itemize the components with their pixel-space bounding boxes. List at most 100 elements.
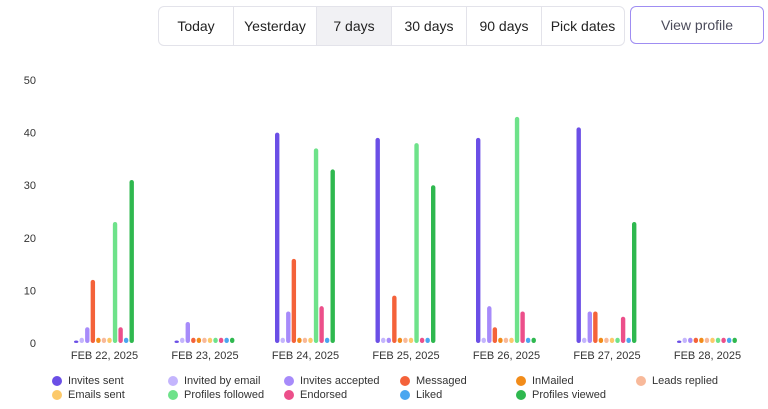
bar[interactable] [582,337,587,343]
bar[interactable] [576,127,581,343]
bar[interactable] [85,327,90,343]
y-tick-label: 20 [24,233,36,245]
legend-label: Endorsed [300,389,348,401]
bar[interactable] [403,337,408,343]
bar[interactable] [324,337,330,343]
legend-item[interactable]: Invites accepted [284,375,380,387]
bar[interactable] [180,337,185,343]
bar[interactable] [715,337,721,343]
bar[interactable] [196,337,202,343]
bar[interactable] [520,311,525,343]
bar[interactable] [291,258,297,343]
range-button-30-days[interactable]: 30 days [392,7,467,45]
bar[interactable] [431,185,436,343]
range-button-yesterday[interactable]: Yesterday [234,7,317,45]
bar[interactable] [286,311,291,343]
bar[interactable] [90,279,96,343]
bar[interactable] [593,311,598,343]
bar[interactable] [677,340,682,344]
bar[interactable] [319,306,324,343]
bar[interactable] [615,337,620,343]
bar[interactable] [213,337,218,343]
bar[interactable] [129,179,134,343]
bar[interactable] [174,340,179,344]
bar[interactable] [487,306,492,343]
bar[interactable] [118,327,123,343]
bar[interactable] [531,337,536,343]
bar[interactable] [112,222,118,343]
bar[interactable] [626,337,631,343]
legend-item[interactable]: Leads replied [636,375,718,387]
legend-item[interactable]: Messaged [400,375,467,387]
bar[interactable] [313,148,319,343]
bar[interactable] [476,137,481,343]
bar[interactable] [74,340,79,344]
bar[interactable] [408,337,414,343]
range-button-today[interactable]: Today [159,7,234,45]
bar[interactable] [308,337,313,343]
bar[interactable] [598,337,604,343]
legend-label: Leads replied [652,375,719,387]
bar[interactable] [419,337,425,343]
bar[interactable] [101,337,107,343]
bar[interactable] [492,327,498,343]
bar[interactable] [96,337,101,343]
range-button-90-days[interactable]: 90 days [467,7,542,45]
bar[interactable] [514,116,520,343]
bar[interactable] [726,337,732,343]
bar[interactable] [224,337,229,343]
bar[interactable] [682,337,687,343]
bar[interactable] [397,337,403,343]
legend-item[interactable]: Liked [400,389,442,401]
bar[interactable] [732,337,737,343]
bar[interactable] [481,337,486,343]
bar[interactable] [275,132,280,343]
bar[interactable] [392,295,397,343]
view-profile-button[interactable]: View profile [630,6,764,44]
bar[interactable] [386,337,391,343]
bar[interactable] [218,337,224,343]
bar[interactable] [191,337,196,343]
legend-item[interactable]: Invited by email [168,375,260,387]
legend-item[interactable]: Profiles viewed [516,389,606,401]
bar[interactable] [509,337,514,343]
bar[interactable] [699,337,704,343]
bar[interactable] [185,321,190,343]
legend-swatch [284,376,294,386]
bar[interactable] [693,337,699,343]
range-button-pick-dates[interactable]: Pick dates [550,18,616,34]
bar[interactable] [381,337,386,343]
bar[interactable] [525,337,531,343]
bar[interactable] [498,337,503,343]
bar[interactable] [330,169,335,343]
bar[interactable] [632,222,637,343]
legend-item[interactable]: Invites sent [52,375,124,387]
bar[interactable] [688,337,693,343]
bar[interactable] [425,337,430,343]
bar[interactable] [202,337,207,343]
bar[interactable] [302,337,308,343]
bar[interactable] [107,337,112,343]
bar[interactable] [704,337,710,343]
legend-item[interactable]: InMailed [516,375,574,387]
bar[interactable] [230,337,235,343]
bar[interactable] [710,337,715,343]
bar[interactable] [375,137,380,343]
x-tick-label: FEB 23, 2025 [171,350,238,362]
bar[interactable] [587,311,592,343]
bar[interactable] [503,337,509,343]
bar[interactable] [79,337,84,343]
bar[interactable] [207,337,213,343]
bar[interactable] [414,143,419,343]
range-button-7-days[interactable]: 7 days [317,7,392,45]
bar[interactable] [604,337,609,343]
legend-item[interactable]: Emails sent [52,389,125,401]
bar[interactable] [620,316,626,343]
bar[interactable] [721,337,726,343]
legend-item[interactable]: Profiles followed [168,389,264,401]
bar[interactable] [609,337,615,343]
bar[interactable] [280,337,285,343]
bar[interactable] [297,337,302,343]
bar[interactable] [123,337,129,343]
legend-item[interactable]: Endorsed [284,389,347,401]
